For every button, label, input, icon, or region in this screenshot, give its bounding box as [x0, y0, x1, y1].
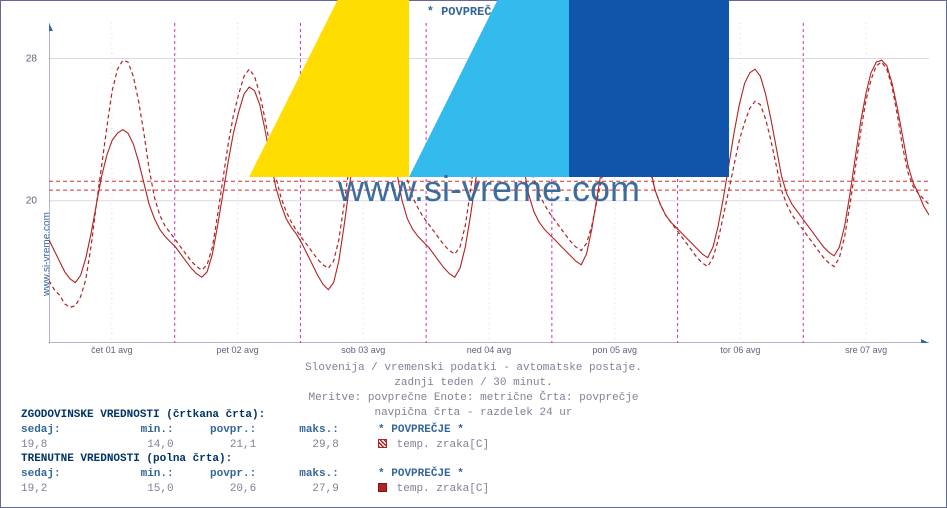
- legend-hist-povpr: 21,1: [180, 438, 256, 453]
- legend-swatch-dashed-icon: [378, 439, 387, 448]
- legend-curr-series-label: temp. zraka[C]: [397, 482, 489, 497]
- chart-title: * POVPREČJE *: [1, 5, 946, 19]
- legend-star-label: * POVPREČJE *: [378, 423, 464, 438]
- chart-frame: www.si-vreme.com * POVPREČJE * 2028 www.…: [0, 0, 947, 508]
- legend-swatch-solid-icon: [378, 483, 387, 492]
- legend-curr-header: TRENUTNE VREDNOSTI (polna črta):: [21, 452, 232, 467]
- caption-line: Meritve: povprečne Enote: metrične Črta:…: [1, 391, 946, 406]
- legend-hist-maks: 29,8: [263, 438, 339, 453]
- caption-line: Slovenija / vremenski podatki - avtomats…: [1, 361, 946, 376]
- chart-svg: [49, 23, 929, 343]
- legend-hist-header: ZGODOVINSKE VREDNOSTI (črtkana črta):: [21, 408, 265, 423]
- legend-curr-povpr: 20,6: [180, 482, 256, 497]
- x-tick-label: pet 02 avg: [217, 345, 259, 355]
- x-tick-label: tor 06 avg: [720, 345, 760, 355]
- legend-hist-min: 14,0: [98, 438, 174, 453]
- caption-line: zadnji teden / 30 minut.: [1, 376, 946, 391]
- y-tick-label: 20: [26, 195, 37, 206]
- legend-col-povpr: povpr.:: [180, 467, 256, 482]
- x-tick-label: sre 07 avg: [845, 345, 887, 355]
- legend-block: ZGODOVINSKE VREDNOSTI (črtkana črta): se…: [21, 408, 489, 497]
- legend-col-min: min.:: [98, 423, 174, 438]
- legend-col-povpr: povpr.:: [180, 423, 256, 438]
- legend-col-min: min.:: [98, 467, 174, 482]
- legend-curr-maks: 27,9: [263, 482, 339, 497]
- legend-hist-series-label: temp. zraka[C]: [397, 438, 489, 453]
- legend-curr-sedaj: 19,2: [21, 482, 91, 497]
- legend-col-sedaj: sedaj:: [21, 467, 91, 482]
- x-tick-label: čet 01 avg: [91, 345, 133, 355]
- legend-curr-min: 15,0: [98, 482, 174, 497]
- y-tick-label: 28: [26, 53, 37, 64]
- legend-hist-sedaj: 19,8: [21, 438, 91, 453]
- legend-star-label: * POVPREČJE *: [378, 467, 464, 482]
- chart-plot-area: www.si-vreme.com: [49, 23, 929, 343]
- legend-col-sedaj: sedaj:: [21, 423, 91, 438]
- x-tick-label: pon 05 avg: [592, 345, 637, 355]
- x-tick-label: ned 04 avg: [467, 345, 512, 355]
- x-tick-label: sob 03 avg: [341, 345, 385, 355]
- y-axis-labels: 2028: [1, 23, 45, 343]
- legend-col-maks: maks.:: [263, 423, 339, 438]
- x-axis-labels: čet 01 avg pet 02 avg sob 03 avg ned 04 avg…: [49, 345, 929, 359]
- legend-col-maks: maks.:: [263, 467, 339, 482]
